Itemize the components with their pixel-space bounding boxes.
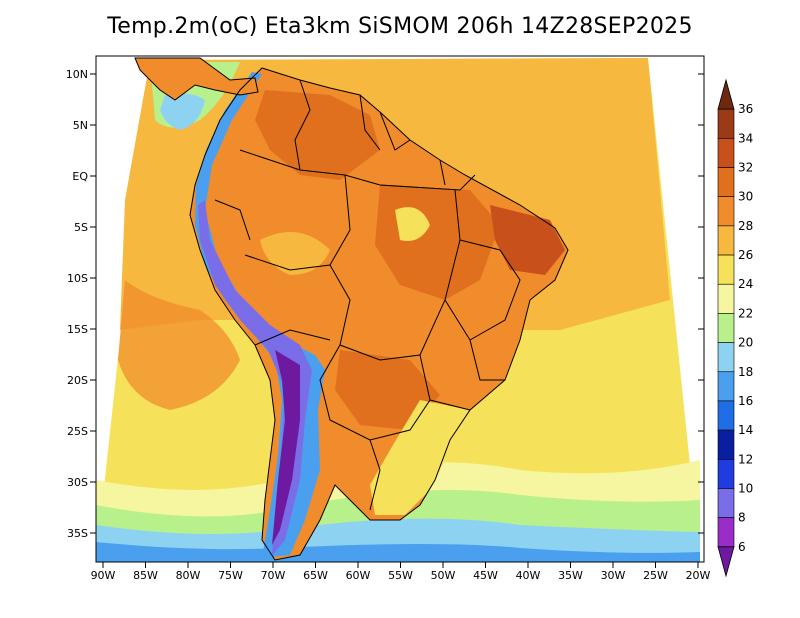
colorbar-swatch: [717, 225, 735, 256]
lon-label: 20W: [686, 569, 711, 582]
lat-label: 15S: [67, 323, 88, 336]
colorbar-swatch-bottom: [717, 546, 735, 578]
colorbar-swatch: [717, 429, 735, 460]
land-hot-north: [255, 90, 380, 180]
lon-label: 40W: [516, 569, 541, 582]
colorbar-swatch: [717, 517, 735, 548]
lat-label: 35S: [67, 527, 88, 540]
temperature-field: [96, 57, 700, 562]
lon-label: 25W: [643, 569, 668, 582]
colorbar-label: 32: [738, 161, 753, 175]
colorbar-swatch: [717, 167, 735, 198]
lat-label: 5N: [73, 119, 88, 132]
central-america-land: [135, 58, 258, 100]
lat-label: 5S: [74, 221, 88, 234]
andes-coldest-core: [272, 350, 300, 545]
colorbar-label: 14: [738, 423, 753, 437]
colorbar-label: 12: [738, 452, 753, 466]
colorbar-label: 24: [738, 277, 753, 291]
colorbar-label: 34: [738, 131, 753, 145]
colorbar-swatch: [717, 371, 735, 402]
lon-label: 55W: [388, 569, 413, 582]
lon-label: 90W: [91, 569, 116, 582]
colorbar-label: 10: [738, 481, 753, 495]
colorbar-label: 8: [738, 511, 746, 525]
land-mild-patch-2: [395, 207, 430, 241]
colorbar: 6 8 10 12 14 16 18 20 22 24 26 28 30 32 34 36: [717, 78, 753, 578]
pacific-warm-area: [118, 280, 240, 410]
colorbar-label: 26: [738, 248, 753, 262]
colorbar-label: 30: [738, 190, 753, 204]
pacific-cool-inner: [160, 93, 205, 130]
lat-label: 20S: [67, 374, 88, 387]
colorbar-swatch: [717, 400, 735, 431]
colorbar-swatch: [717, 108, 735, 139]
land-mild-southeast: [370, 400, 470, 515]
country-borders: [134, 57, 569, 561]
colorbar-swatch: [717, 138, 735, 168]
lon-label: 30W: [601, 569, 626, 582]
colorbar-label: 36: [738, 102, 753, 116]
colorbar-label: 22: [738, 306, 753, 320]
land-mild-patch: [260, 232, 330, 275]
colorbar-label: 18: [738, 365, 753, 379]
colorbar-swatch: [717, 488, 735, 518]
lat-label: 30S: [67, 476, 88, 489]
latitude-axis: 10N 5N EQ 5S 10S 15S 20S 25S 30S 35S: [66, 68, 704, 540]
colorbar-label: 28: [738, 219, 753, 233]
lon-label: 65W: [303, 569, 328, 582]
lon-label: 35W: [558, 569, 583, 582]
lon-label: 60W: [346, 569, 371, 582]
colorbar-label: 6: [738, 540, 746, 554]
lon-label: 50W: [431, 569, 456, 582]
lon-label: 45W: [473, 569, 498, 582]
colorbar-swatch: [717, 458, 735, 489]
colorbar-label: 20: [738, 336, 753, 350]
lat-label: 10N: [66, 68, 88, 81]
colorbar-swatch: [717, 342, 735, 373]
lon-label: 85W: [133, 569, 158, 582]
land-hot-south: [335, 350, 440, 430]
lat-label: EQ: [72, 170, 88, 183]
lat-label: 25S: [67, 425, 88, 438]
lon-label: 75W: [218, 569, 243, 582]
lon-label: 80W: [176, 569, 201, 582]
ocean-south-blue: [96, 542, 700, 562]
colorbar-swatch: [717, 254, 735, 285]
lon-label: 70W: [261, 569, 286, 582]
colorbar-swatch-top: [717, 78, 735, 110]
colorbar-swatch: [717, 283, 735, 314]
colorbar-swatch: [717, 313, 735, 343]
page-title: Temp.2m(oC) Eta3km SiSMOM 206h 14Z28SEP2…: [107, 14, 693, 39]
colorbar-label: 16: [738, 394, 753, 408]
colorbar-swatch: [717, 196, 735, 227]
longitude-axis: 90W 85W 80W 75W 70W 65W 60W 55W 50W 45W 40W 35W 30W 2…: [91, 562, 711, 582]
lat-label: 10S: [67, 272, 88, 285]
